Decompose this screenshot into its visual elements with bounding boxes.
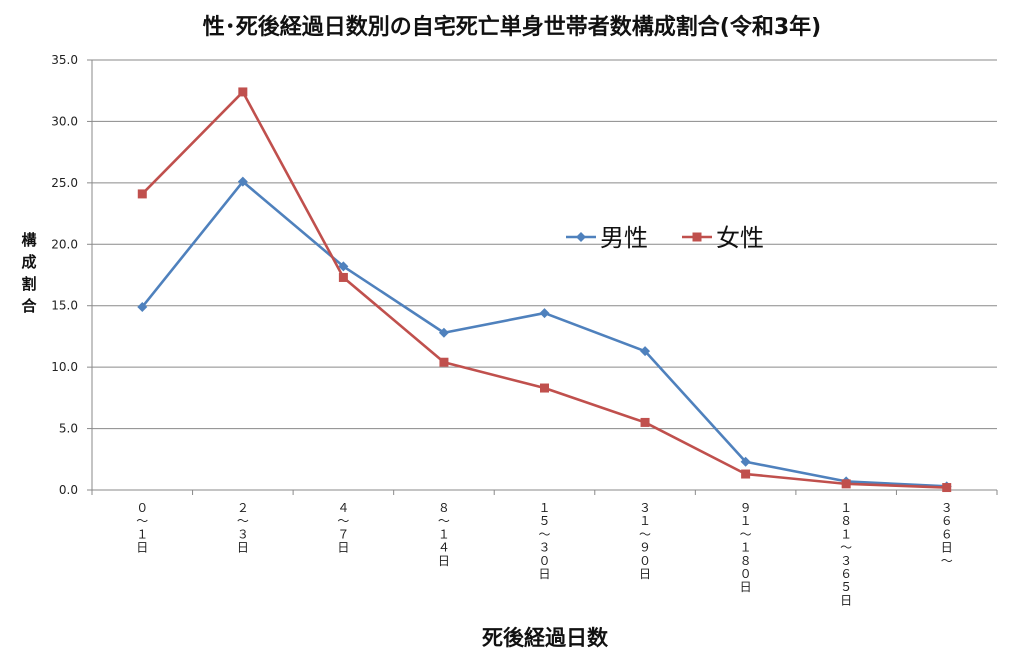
data-point-female <box>238 87 248 97</box>
data-point-female <box>540 383 549 393</box>
data-point-male <box>137 301 148 312</box>
x-tick-label: １５〜３０日 <box>538 501 550 581</box>
data-point-female <box>640 417 650 427</box>
y-tick-label: 25.0 <box>51 176 78 190</box>
y-tick-label: 10.0 <box>51 360 78 374</box>
data-point-male <box>640 346 651 357</box>
y-tick-label: 20.0 <box>51 237 78 251</box>
x-tick-label: ８〜１４日 <box>438 501 450 568</box>
y-tick-labels: 0.0 5.0 10.0 15.0 20.0 25.0 30.0 35.0 <box>51 53 78 497</box>
legend-label-female: 女性 <box>716 224 764 252</box>
chart-title: 性･死後経過日数別の自宅死亡単身世帯者数構成割合(令和3年) <box>203 14 821 40</box>
x-tick-label: ３６６日〜 <box>941 501 953 568</box>
x-tick-label: １８１〜３６５日 <box>840 501 852 607</box>
axes <box>87 59 998 495</box>
legend: 男性 女性 <box>566 224 764 252</box>
x-tick-label: ４〜７日 <box>337 501 349 555</box>
gridlines <box>92 59 997 430</box>
data-point-female <box>841 479 851 489</box>
x-tick-labels: ０〜１日 ２〜３日 ４〜７日 ８〜１４日 １５〜３０日 ３１〜９０日 ９１〜１８０日 １８１〜… <box>136 501 952 607</box>
data-point-male <box>539 308 550 319</box>
x-tick-label: ２〜３日 <box>237 501 249 555</box>
y-axis-label: 構成割合 <box>20 231 37 315</box>
y-tick-label: 35.0 <box>51 53 78 67</box>
y-tick-label: 5.0 <box>59 422 78 436</box>
x-axis-label: 死後経過日数 <box>482 626 609 650</box>
data-point-male <box>740 456 751 467</box>
y-tick-label: 15.0 <box>51 299 78 313</box>
y-tick-label: 30.0 <box>51 114 78 128</box>
x-tick-label: ０〜１日 <box>136 501 148 555</box>
legend-marker-male <box>576 232 586 242</box>
series-lines <box>137 87 952 493</box>
legend-label-male: 男性 <box>600 224 648 252</box>
data-point-female <box>137 189 147 199</box>
data-point-male <box>438 327 449 338</box>
data-point-male <box>237 176 248 187</box>
data-point-female <box>942 483 952 493</box>
series-line-male <box>141 180 947 488</box>
y-tick-label: 0.0 <box>59 483 78 497</box>
data-point-male <box>338 261 349 272</box>
data-point-female <box>741 469 751 479</box>
data-point-female <box>338 272 348 282</box>
y-axis-label-text: 構成割合 <box>20 231 37 315</box>
x-tick-label: ３１〜９０日 <box>639 501 651 581</box>
data-point-female <box>439 357 449 367</box>
legend-marker-female <box>692 232 702 242</box>
x-tick-label: ９１〜１８０日 <box>740 501 752 594</box>
